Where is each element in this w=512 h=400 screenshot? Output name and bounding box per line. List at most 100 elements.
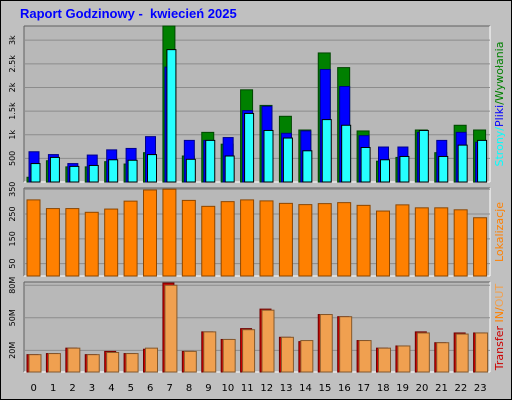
y-tick-label: 80M <box>8 277 17 294</box>
visits-bar <box>201 205 216 277</box>
plot-area <box>24 188 490 276</box>
y-tick-label: 2.5k <box>8 55 17 73</box>
hits-bar <box>477 139 488 183</box>
y-tick-label: 3k <box>8 35 17 45</box>
x-tick-label: 13 <box>280 383 293 394</box>
x-tick-label: 19 <box>396 383 409 394</box>
visits-bar <box>65 208 80 277</box>
transfer-out-bar <box>164 284 178 373</box>
x-tick-label: 14 <box>299 383 312 394</box>
plot-area <box>24 282 490 372</box>
y-axis-label-part: Pliki <box>493 105 506 127</box>
transfer-out-bar <box>183 350 197 373</box>
hits-bar <box>88 164 99 183</box>
y-axis-label-part: IN <box>493 311 506 322</box>
x-tick-label: 5 <box>128 383 134 394</box>
hits-bar <box>127 159 138 183</box>
transfer-out-bar <box>436 342 450 373</box>
y-tick-label: 350 <box>8 182 17 197</box>
transfer-out-bar <box>47 353 61 373</box>
visits-bar <box>84 211 99 277</box>
hits-bar <box>438 155 449 183</box>
y-axis-label: Lokalizacje <box>493 202 506 262</box>
y-axis-label-part: Transfer <box>493 325 506 371</box>
hits-bar <box>147 154 157 183</box>
y-axis-label-part: / <box>493 101 506 105</box>
transfer-out-bar <box>475 332 489 373</box>
transfer-out-bar <box>319 314 333 373</box>
visits-bar <box>473 217 488 277</box>
hits-bar <box>321 119 332 183</box>
transfer-out-bar <box>67 347 81 373</box>
hits-bar <box>360 146 371 183</box>
y-axis-label: Transfer IN/OUT <box>493 284 506 372</box>
visits-bar <box>123 200 138 277</box>
visits-bar <box>162 188 177 277</box>
transfer-out-bar <box>203 331 217 373</box>
x-tick-label: 16 <box>338 383 351 394</box>
transfer-out-bar <box>242 329 256 373</box>
x-tick-label: 11 <box>241 383 254 394</box>
transfer-out-bar <box>280 336 294 373</box>
y-axis-label-part: Strony <box>493 130 506 166</box>
visits-bar <box>317 203 332 277</box>
transfer-out-bar <box>358 340 372 373</box>
transfer-out-bar <box>300 340 314 373</box>
y-tick-label: 500 <box>8 151 17 166</box>
visits-bar <box>220 201 235 277</box>
visits-bar <box>414 207 429 277</box>
transfer-out-bar <box>86 354 100 373</box>
visits-bar <box>337 202 352 277</box>
x-tick-label: 18 <box>377 383 390 394</box>
x-tick-label: 1 <box>50 383 56 394</box>
visits-bar <box>453 209 468 277</box>
transfer-out-bar <box>222 338 236 373</box>
hits-bar <box>185 158 196 183</box>
y-axis-label-part: Lokalizacje <box>493 202 506 262</box>
x-tick-label: 9 <box>205 383 211 394</box>
x-tick-label: 17 <box>357 383 370 394</box>
hits-bar <box>341 124 352 183</box>
hits-bar <box>30 163 41 183</box>
visits-bar <box>45 208 60 277</box>
x-tick-label: 2 <box>69 383 75 394</box>
x-tick-label: 15 <box>319 383 332 394</box>
x-tick-label: 3 <box>89 383 95 394</box>
y-tick-label: 250 <box>8 206 17 221</box>
transfer-out-bar <box>125 353 139 373</box>
hits-bar <box>244 112 255 183</box>
hits-bar <box>418 129 429 183</box>
x-tick-label: 4 <box>108 383 114 394</box>
transfer-out-bar <box>455 333 469 373</box>
x-tick-label: 22 <box>455 383 468 394</box>
transfer-out-bar <box>339 316 353 373</box>
y-tick-label: 1.5k <box>8 102 17 120</box>
visits-bar <box>104 208 119 277</box>
y-axis-label-part: Wywołania <box>493 42 506 102</box>
x-tick-label: 8 <box>186 383 192 394</box>
transfer-out-bar <box>378 347 391 373</box>
hits-bar <box>263 129 274 183</box>
x-tick-label: 23 <box>474 383 487 394</box>
x-tick-label: 7 <box>166 383 172 394</box>
visits-bar <box>240 199 255 277</box>
hits-bar <box>108 159 119 183</box>
hits-bar <box>49 156 60 183</box>
x-tick-label: 20 <box>416 383 429 394</box>
y-tick-label: 50 <box>8 259 17 269</box>
hits-bar <box>166 49 177 183</box>
hits-bar <box>457 144 468 183</box>
transfer-out-bar <box>28 354 42 373</box>
y-axis-label-part: OUT <box>493 284 506 308</box>
transfer-out-bar <box>106 351 120 373</box>
hits-bar <box>224 155 235 183</box>
visits-bar <box>376 210 390 277</box>
y-axis-label: Strony/Pliki/Wywołania <box>493 42 506 167</box>
x-tick-label: 21 <box>435 383 448 394</box>
visits-bar <box>434 207 449 277</box>
hits-bar <box>399 155 410 183</box>
transfer-out-bar <box>397 345 411 373</box>
x-tick-label: 0 <box>31 383 37 394</box>
report-title: Raport Godzinowy - kwiecień 2025 <box>20 6 237 21</box>
